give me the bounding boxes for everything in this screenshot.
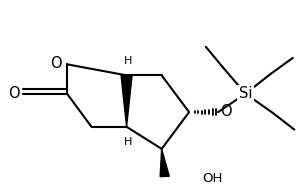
Text: H: H — [124, 137, 132, 147]
Polygon shape — [160, 149, 169, 177]
Text: H: H — [124, 56, 132, 66]
Text: Si: Si — [239, 86, 252, 101]
Polygon shape — [121, 75, 132, 127]
Text: O: O — [220, 104, 231, 119]
Text: OH: OH — [203, 172, 223, 185]
Text: O: O — [50, 57, 61, 71]
Text: O: O — [9, 86, 20, 101]
